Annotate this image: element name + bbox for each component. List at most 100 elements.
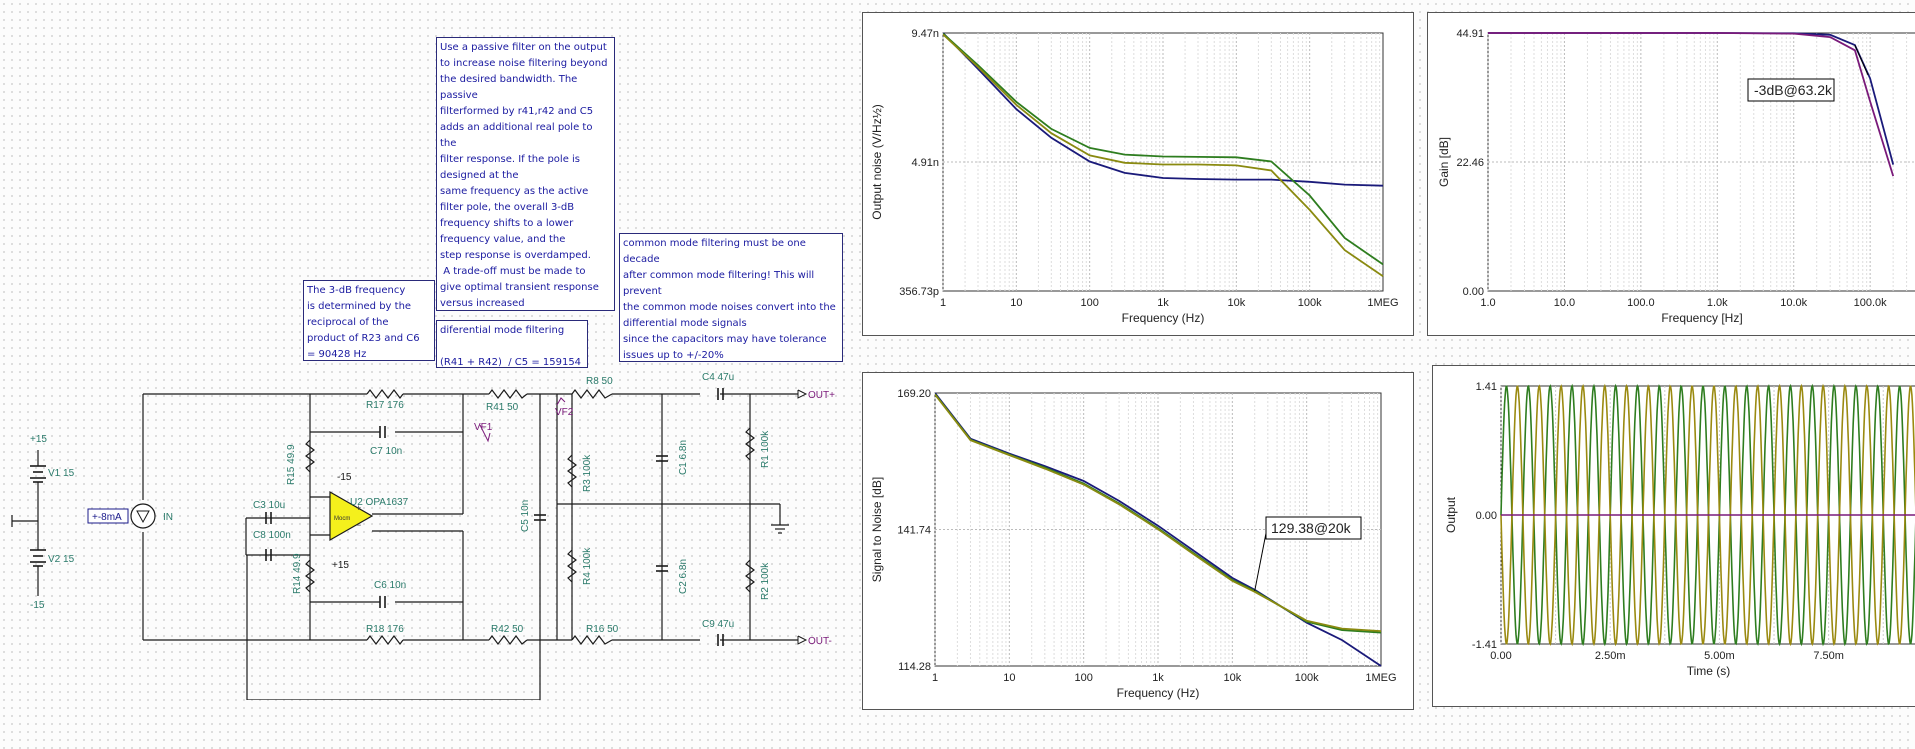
label-plus15-supply: +15 xyxy=(30,434,47,445)
y-axis-label: Output xyxy=(1444,496,1458,533)
y-tick-label: 44.91 xyxy=(1456,28,1484,40)
label-r1: R1 100k xyxy=(760,430,771,468)
label-c8: C8 100n xyxy=(253,530,291,541)
gain-chart[interactable]: 44.91 22.46 0.00 1.0 10.0 100.0 1.0k 10.0k 100.0… xyxy=(1427,12,1915,336)
label-c7: C7 10n xyxy=(370,446,402,457)
label-out-minus: OUT- xyxy=(808,636,832,647)
snr-chart[interactable]: 169.20 141.74 114.28 1 10 100 1k 10k 100k 1MEG Fre… xyxy=(862,372,1414,710)
x-tick-label: 1.0k xyxy=(1707,297,1728,309)
current-source-label: +-8mA xyxy=(92,512,122,523)
x-tick-label: 2.50m xyxy=(1595,650,1626,662)
output-noise-chart[interactable]: 9.47n 4.91n 356.73p 1 10 100 1k 10k 100k 1MEG Freq… xyxy=(862,12,1414,336)
label-minus15-supply: -15 xyxy=(30,600,45,611)
label-plus15-bottom: +15 xyxy=(332,560,349,571)
label-r2: R2 100k xyxy=(760,562,771,600)
y-axis-label: Gain [dB] xyxy=(1437,137,1451,187)
svg-text:+: + xyxy=(356,503,361,513)
y-tick-label: 114.28 xyxy=(898,661,931,673)
x-tick-label: 100 xyxy=(1080,297,1098,309)
x-tick-label: 10 xyxy=(1010,297,1022,309)
label-r4: R4 100k xyxy=(582,547,593,585)
label-r14: R14 49.9 xyxy=(292,553,303,594)
passive-filter-note: Use a passive filter on the output to in… xyxy=(436,37,615,311)
label-r3: R3 100k xyxy=(582,454,593,492)
y-tick-label: 22.46 xyxy=(1456,157,1484,169)
y-axis-label: Signal to Noise [dB] xyxy=(870,477,884,582)
label-r15: R15 49.9 xyxy=(286,444,297,485)
label-vf1: VF1 xyxy=(474,422,493,433)
x-tick-label: 10 xyxy=(1003,672,1015,684)
x-tick-label: 10k xyxy=(1223,672,1241,684)
x-axis-label: Frequency [Hz] xyxy=(1661,311,1742,325)
x-tick-label: 1.0 xyxy=(1480,297,1495,309)
circuit-schematic[interactable]: +-8mA Mocm + − R17 176 C7 10n R15 49.9 -… xyxy=(0,360,860,700)
label-c5: C5 10n xyxy=(520,500,531,532)
y-tick-label: 0.00 xyxy=(1476,510,1497,522)
series-line-3 xyxy=(935,393,1382,632)
label-r17: R17 176 xyxy=(366,400,404,411)
label-c3: C3 10u xyxy=(253,500,285,511)
label-v2: V2 15 xyxy=(48,554,75,565)
label-minus15-top: -15 xyxy=(337,472,352,483)
label-r16: R16 50 xyxy=(586,624,619,635)
y-tick-label: 356.73p xyxy=(899,286,939,298)
label-r18: R18 176 xyxy=(366,624,404,635)
x-axis-label: Frequency (Hz) xyxy=(1117,686,1200,700)
gain-annotation: -3dB@63.2k xyxy=(1754,82,1833,98)
snr-annotation: 129.38@20k xyxy=(1271,520,1352,536)
output-transient-chart[interactable]: 1.41 0.00 -1.41 0.00 2.50m 5.00m 7.50m Time (s)… xyxy=(1432,365,1915,707)
x-tick-label: 10k xyxy=(1227,297,1245,309)
x-tick-label: 0.00 xyxy=(1490,650,1511,662)
x-axis-label: Time (s) xyxy=(1687,664,1731,678)
x-tick-label: 100k xyxy=(1298,297,1322,309)
label-u2: U2 OPA1637 xyxy=(350,497,409,508)
label-c1: C1 6.8n xyxy=(678,440,689,475)
opamp-mocm-label: Mocm xyxy=(334,516,350,522)
x-tick-label: 1MEG xyxy=(1367,297,1398,309)
current-source-symbol xyxy=(130,503,156,529)
y-tick-label: 4.91n xyxy=(911,157,939,169)
x-tick-label: 1k xyxy=(1157,297,1169,309)
opamp-u2[interactable]: Mocm + − xyxy=(329,490,374,542)
series-line-3 xyxy=(943,33,1384,278)
x-tick-label: 1MEG xyxy=(1365,672,1396,684)
y-tick-label: 0.00 xyxy=(1463,286,1484,298)
x-tick-label: 1k xyxy=(1152,672,1164,684)
svg-text:−: − xyxy=(356,520,361,530)
x-tick-label: 1 xyxy=(940,297,946,309)
label-c2: C2 6.8n xyxy=(678,559,689,594)
series-line-1 xyxy=(943,32,1384,187)
x-tick-label: 100 xyxy=(1074,672,1092,684)
label-out-plus: OUT+ xyxy=(808,390,835,401)
y-tick-label: 9.47n xyxy=(911,28,939,40)
series-line-2 xyxy=(1488,32,1895,177)
three-db-note: The 3-dB frequency is determined by the … xyxy=(303,280,435,361)
label-c9: C9 47u xyxy=(702,619,734,630)
x-tick-label: 10.0k xyxy=(1780,297,1807,309)
series-line-1 xyxy=(935,392,1382,667)
y-tick-label: 169.20 xyxy=(897,388,931,400)
annotation-box xyxy=(1747,78,1835,102)
x-tick-label: 7.50m xyxy=(1813,650,1844,662)
label-c4: C4 47u xyxy=(702,372,734,383)
x-tick-label: 10.0 xyxy=(1554,297,1575,309)
x-tick-label: 100k xyxy=(1295,672,1319,684)
x-axis-label: Frequency (Hz) xyxy=(1122,311,1205,325)
x-tick-label: 5.00m xyxy=(1704,650,1735,662)
label-r8: R8 50 xyxy=(586,376,613,387)
annotation-leader xyxy=(1854,44,1869,76)
differential-mode-note: diferential mode filtering (R41 + R42) /… xyxy=(436,320,588,368)
x-tick-label: 100.0k xyxy=(1854,297,1888,309)
label-c6: C6 10n xyxy=(374,580,406,591)
y-tick-label: 1.41 xyxy=(1476,381,1497,393)
y-tick-label: -1.41 xyxy=(1472,639,1497,651)
label-in: IN xyxy=(163,512,173,523)
label-v1: V1 15 xyxy=(48,468,75,479)
y-tick-label: 141.74 xyxy=(897,525,931,537)
x-tick-label: 100.0 xyxy=(1627,297,1655,309)
common-mode-note: common mode filtering must be one decade… xyxy=(619,233,843,362)
annotation-box xyxy=(1265,516,1362,540)
label-r42: R42 50 xyxy=(491,624,524,635)
label-vf2: VF2 xyxy=(555,407,574,418)
y-axis-label: Output noise (V/Hz½) xyxy=(870,104,884,219)
